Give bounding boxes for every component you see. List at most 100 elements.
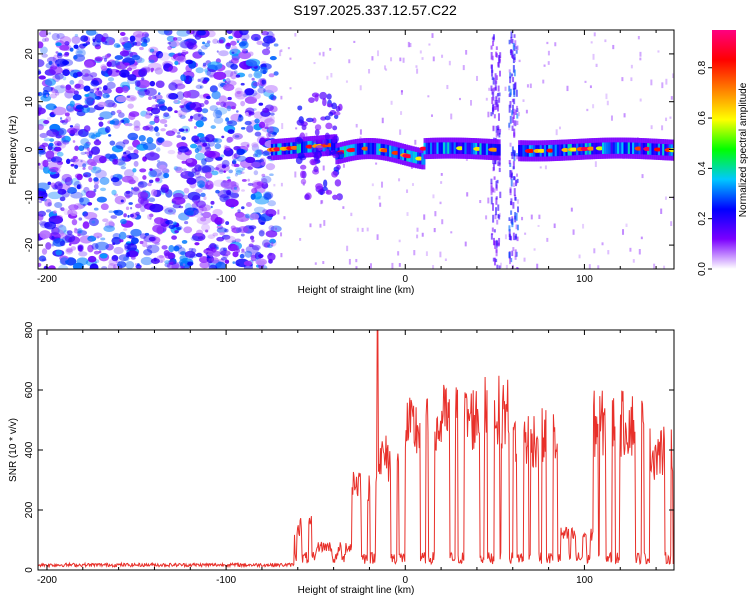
- streak-cell: [497, 125, 500, 130]
- noise-blob: [80, 151, 87, 155]
- sparse-dot: [650, 79, 653, 86]
- sparse-dot: [401, 90, 404, 93]
- noise-blob: [188, 75, 194, 82]
- noise-blob: [209, 105, 219, 112]
- noise-blob: [225, 189, 232, 194]
- noise-blob: [247, 166, 253, 170]
- noise-blob: [141, 77, 145, 81]
- noise-blob: [231, 163, 238, 167]
- sparse-dot: [415, 65, 418, 68]
- noise-blob: [97, 90, 103, 96]
- streak-cell: [495, 196, 498, 200]
- noise-blob: [197, 113, 201, 117]
- noise-blob: [41, 142, 49, 148]
- noise-blob: [236, 110, 239, 113]
- sparse-dot: [669, 116, 672, 119]
- noise-blob: [104, 40, 108, 44]
- noise-blob: [186, 177, 197, 185]
- signal-cell: [440, 142, 445, 154]
- streak-cell: [492, 36, 495, 42]
- noise-blob: [122, 139, 130, 145]
- noise-blob: [62, 76, 67, 81]
- sparse-dot: [280, 95, 283, 100]
- streak-cell: [495, 96, 498, 102]
- noise-blob: [244, 88, 255, 96]
- noise-blob: [177, 131, 181, 135]
- noise-blob: [93, 87, 99, 91]
- noise-blob: [250, 161, 261, 168]
- noise-blob: [214, 107, 228, 115]
- noise-blob: [242, 166, 246, 171]
- sparse-dot: [555, 129, 558, 136]
- noise-blob: [71, 218, 78, 226]
- noise-blob: [271, 131, 277, 136]
- noise-blob: [124, 190, 133, 198]
- streak-cell: [515, 89, 518, 97]
- noise-blob: [60, 207, 65, 212]
- sparse-dot: [402, 57, 405, 63]
- sparse-dot: [439, 201, 442, 205]
- sparse-dot: [607, 250, 610, 255]
- sparse-dot: [661, 82, 664, 89]
- sparse-dot: [427, 95, 430, 98]
- signal-peak: [653, 147, 662, 152]
- noise-blob: [176, 91, 185, 101]
- sparse-dot: [400, 111, 403, 115]
- noise-blob: [134, 263, 137, 266]
- y-tick-label: -10: [24, 190, 35, 205]
- plume-blob: [326, 93, 332, 100]
- signal-cell: [442, 142, 447, 154]
- noise-blob: [103, 57, 108, 62]
- noise-blob: [69, 100, 75, 107]
- streak-cell: [497, 204, 500, 211]
- streak-cell: [508, 122, 511, 128]
- sparse-dot: [430, 114, 433, 117]
- plume-blob: [334, 179, 342, 187]
- streak-cell: [510, 210, 513, 215]
- noise-blob: [123, 228, 128, 231]
- sparse-dot: [398, 178, 401, 182]
- sparse-dot: [397, 251, 400, 256]
- noise-blob: [69, 125, 74, 128]
- streak-cell: [509, 115, 512, 124]
- noise-blob: [230, 192, 240, 199]
- noise-blob: [70, 210, 78, 217]
- sparse-dot: [605, 93, 608, 100]
- noise-blob: [90, 166, 102, 174]
- streak-cell: [514, 196, 517, 201]
- sparse-dot: [355, 258, 358, 263]
- signal-cell: [367, 142, 372, 155]
- plume-blob: [331, 136, 337, 144]
- snr-background: [38, 330, 674, 570]
- sparse-dot: [539, 166, 542, 169]
- noise-blob: [265, 123, 269, 127]
- streak-cell: [495, 132, 498, 138]
- noise-blob: [92, 38, 96, 43]
- noise-blob: [216, 236, 225, 242]
- sparse-dot: [657, 50, 660, 53]
- noise-blob: [156, 225, 164, 235]
- noise-blob: [197, 180, 206, 189]
- sparse-dot: [516, 120, 519, 126]
- noise-blob: [38, 30, 49, 38]
- noise-blob: [209, 85, 218, 93]
- x-tick-label: -200: [37, 575, 57, 586]
- streak-cell: [514, 40, 517, 46]
- signal-peak: [380, 148, 389, 153]
- sparse-dot: [342, 206, 345, 209]
- signal-cell: [627, 142, 632, 154]
- noise-blob: [93, 139, 102, 146]
- noise-blob: [266, 132, 271, 138]
- streak-cell: [499, 191, 502, 199]
- noise-blob: [95, 241, 109, 251]
- noise-blob: [38, 146, 45, 155]
- signal-cell: [606, 142, 611, 154]
- signal-peak: [643, 146, 652, 151]
- noise-blob: [232, 261, 236, 265]
- sparse-dot: [371, 183, 374, 187]
- noise-blob: [149, 120, 156, 125]
- noise-blob: [155, 177, 160, 182]
- noise-blob: [127, 146, 134, 151]
- noise-blob: [85, 190, 96, 199]
- noise-blob: [88, 150, 94, 156]
